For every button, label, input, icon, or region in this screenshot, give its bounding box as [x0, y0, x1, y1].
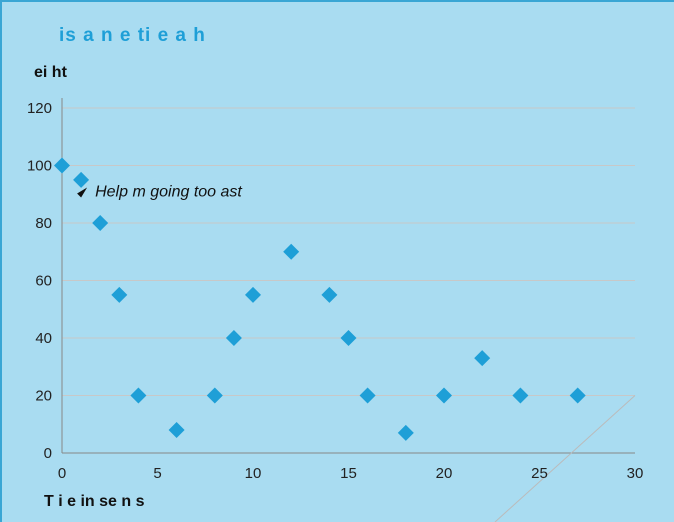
y-axis-label: ei ht: [34, 64, 67, 82]
x-tick-label: 5: [153, 465, 161, 482]
x-tick-label: 0: [58, 465, 66, 482]
data-point: [397, 424, 414, 441]
x-tick-label: 20: [436, 465, 453, 482]
data-point: [111, 286, 128, 303]
data-point: [436, 387, 452, 404]
x-tick-label: 10: [245, 465, 262, 482]
y-tick-label: 20: [35, 388, 52, 405]
data-point: [569, 387, 586, 404]
data-point: [283, 243, 300, 260]
data-point: [130, 387, 147, 404]
data-point: [340, 330, 357, 346]
annotation-text: Help m going too ast: [95, 184, 242, 201]
data-points: [54, 157, 586, 441]
data-point: [73, 171, 90, 188]
data-point: [512, 387, 529, 404]
y-tick-label: 0: [44, 445, 52, 462]
y-tick-label: 100: [27, 158, 52, 175]
y-tick-label: 40: [35, 330, 52, 347]
y-tick-label: 60: [35, 273, 52, 290]
data-point: [225, 330, 242, 346]
x-tick-label: 25: [531, 465, 548, 482]
data-point: [92, 215, 109, 231]
data-point: [474, 350, 491, 367]
data-point: [168, 422, 185, 438]
x-tick-label: 30: [627, 465, 644, 482]
data-point: [206, 387, 223, 404]
x-tick-label: 15: [340, 465, 357, 482]
annotation-arrow-icon: [77, 187, 88, 198]
y-axis-label-text: ei ht: [34, 64, 67, 81]
grid-lines: [62, 107, 635, 396]
x-axis-label: T i e in se n s: [44, 493, 145, 510]
tick-labels: 0 20 40 60 80 100 120 0 5 10 15 20 25 30: [27, 100, 643, 482]
data-point: [54, 157, 70, 174]
annotation-group: Help m going too ast: [77, 184, 242, 201]
y-tick-label: 80: [35, 215, 52, 232]
y-tick-label: 120: [27, 100, 52, 117]
chart-title: is a n e ti e a h: [59, 25, 206, 46]
data-point: [321, 286, 338, 303]
data-point: [359, 387, 376, 404]
axes: [61, 98, 636, 522]
data-point: [245, 286, 261, 303]
decorative-diagonal-line: [494, 395, 636, 522]
